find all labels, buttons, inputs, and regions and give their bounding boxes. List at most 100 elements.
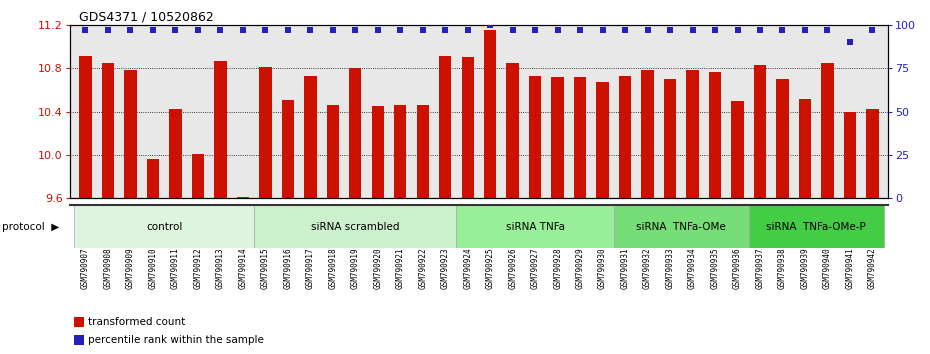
Bar (596, 82, 609, 354)
Bar (147, 159, 159, 354)
Text: GSM790940: GSM790940 (823, 248, 832, 290)
Text: GDS4371 / 10520862: GDS4371 / 10520862 (79, 11, 214, 24)
Text: GSM790924: GSM790924 (463, 248, 472, 290)
Bar (254, 205, 457, 248)
Bar (709, 73, 721, 354)
Point (168, 27, 183, 33)
Text: GSM790920: GSM790920 (373, 248, 382, 290)
Text: siRNA  TNFa-OMe-P: siRNA TNFa-OMe-P (766, 222, 866, 232)
Bar (237, 197, 249, 354)
Point (213, 27, 228, 33)
Bar (214, 61, 227, 354)
Bar (574, 77, 586, 354)
Text: GSM790929: GSM790929 (576, 248, 585, 290)
Point (348, 27, 363, 33)
Point (865, 27, 880, 33)
Text: GSM790926: GSM790926 (508, 248, 517, 290)
Point (370, 27, 385, 33)
Bar (326, 105, 339, 354)
Point (326, 27, 340, 33)
Bar (349, 68, 362, 354)
Bar (372, 106, 384, 354)
Text: siRNA scrambled: siRNA scrambled (311, 222, 400, 232)
Point (191, 27, 206, 33)
Bar (192, 154, 204, 354)
Bar (821, 63, 833, 354)
Text: control: control (146, 222, 182, 232)
Bar (614, 205, 749, 248)
Text: GSM790922: GSM790922 (418, 248, 427, 290)
Text: GSM790932: GSM790932 (643, 248, 652, 290)
Point (730, 27, 745, 33)
Text: GSM790942: GSM790942 (868, 248, 877, 290)
Text: GSM790912: GSM790912 (193, 248, 203, 290)
Point (551, 27, 565, 33)
Bar (664, 79, 676, 354)
Bar (844, 112, 857, 354)
Point (145, 27, 160, 33)
Bar (101, 63, 114, 354)
Text: GSM790908: GSM790908 (103, 248, 113, 290)
Point (123, 27, 138, 33)
Point (281, 27, 296, 33)
Text: percentile rank within the sample: percentile rank within the sample (88, 335, 264, 345)
Text: GSM790936: GSM790936 (733, 248, 742, 290)
Bar (439, 56, 451, 354)
Point (78, 27, 93, 33)
Point (483, 22, 498, 28)
Text: GSM790930: GSM790930 (598, 248, 607, 290)
Point (416, 27, 431, 33)
Bar (74, 205, 254, 248)
Point (235, 27, 250, 33)
Point (505, 27, 520, 33)
Point (258, 27, 272, 33)
Point (573, 27, 588, 33)
Bar (642, 70, 654, 354)
Point (708, 27, 723, 33)
Point (303, 27, 318, 33)
Point (752, 27, 767, 33)
Bar (457, 205, 614, 248)
Bar (417, 105, 429, 354)
Bar (686, 70, 698, 354)
Text: GSM790928: GSM790928 (553, 248, 562, 290)
Point (618, 27, 632, 33)
Text: GSM790937: GSM790937 (755, 248, 764, 290)
Bar (125, 70, 137, 354)
Text: GSM790941: GSM790941 (845, 248, 855, 290)
Bar (551, 77, 564, 354)
Text: GSM790935: GSM790935 (711, 248, 720, 290)
Bar (777, 79, 789, 354)
Point (438, 27, 453, 33)
Text: siRNA  TNFa-OMe: siRNA TNFa-OMe (636, 222, 726, 232)
Point (775, 27, 790, 33)
Bar (507, 63, 519, 354)
Text: GSM790909: GSM790909 (126, 248, 135, 290)
Text: GSM790910: GSM790910 (149, 248, 157, 290)
Text: GSM790923: GSM790923 (441, 248, 450, 290)
Bar (394, 105, 406, 354)
Point (662, 27, 677, 33)
Text: GSM790907: GSM790907 (81, 248, 90, 290)
Text: GSM790931: GSM790931 (620, 248, 630, 290)
Text: GSM790933: GSM790933 (666, 248, 674, 290)
Point (843, 39, 857, 45)
Text: GSM790939: GSM790939 (801, 248, 809, 290)
Point (527, 27, 542, 33)
Text: GSM790925: GSM790925 (485, 248, 495, 290)
Bar (304, 76, 316, 354)
Text: transformed count: transformed count (88, 317, 186, 327)
Point (640, 27, 655, 33)
Point (820, 27, 835, 33)
Bar (731, 101, 744, 354)
Bar (169, 109, 181, 354)
Bar (484, 30, 497, 354)
Text: GSM790921: GSM790921 (396, 248, 405, 290)
Text: siRNA TNFa: siRNA TNFa (506, 222, 565, 232)
Bar (461, 57, 474, 354)
Text: GSM790938: GSM790938 (778, 248, 787, 290)
Text: GSM790927: GSM790927 (531, 248, 539, 290)
Bar (529, 76, 541, 354)
Point (460, 27, 475, 33)
Bar (866, 109, 879, 354)
